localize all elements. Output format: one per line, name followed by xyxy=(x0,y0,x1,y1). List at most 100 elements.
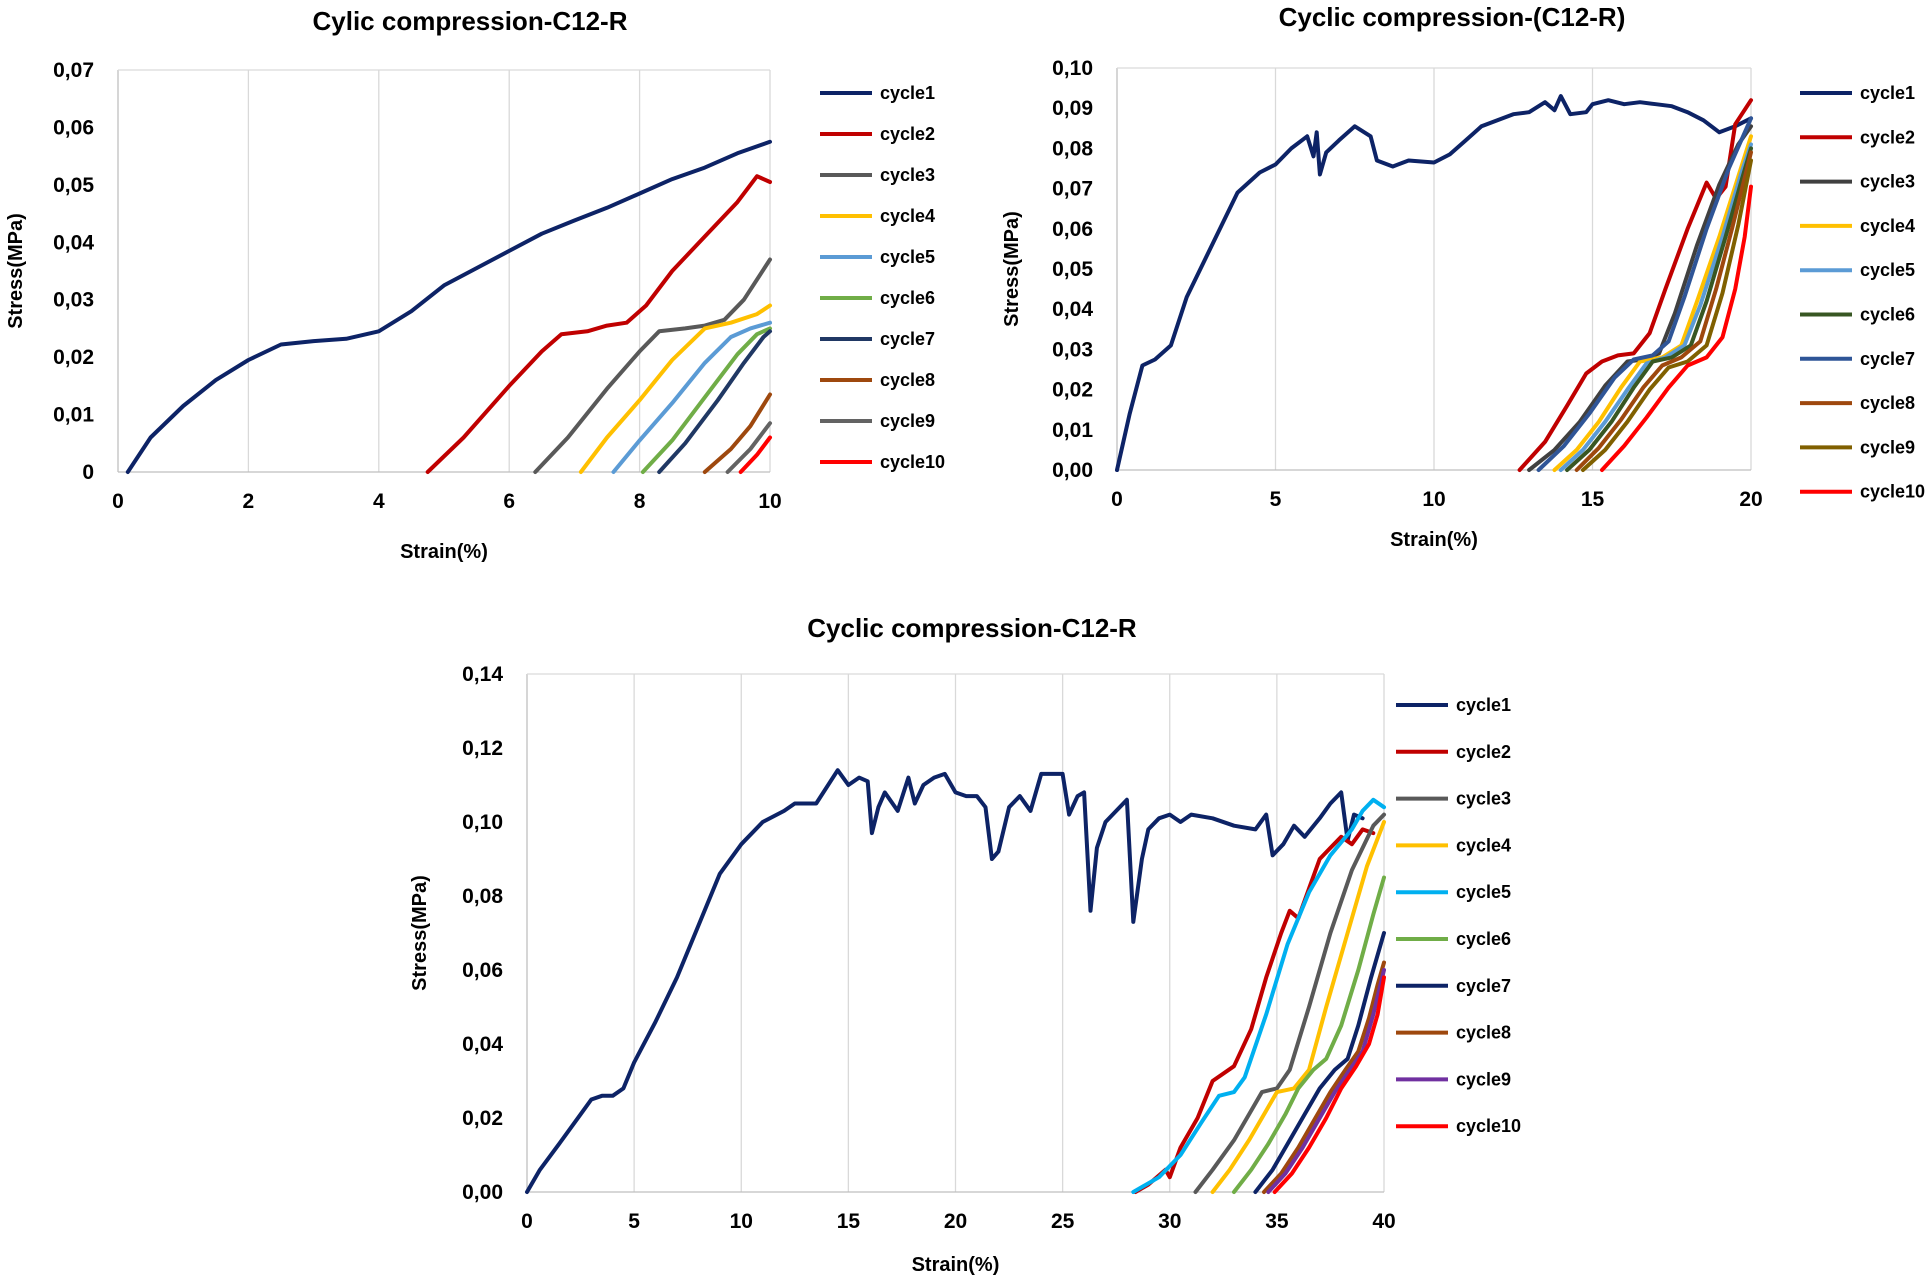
legend-label: cycle1 xyxy=(880,83,935,103)
x-tick-label: 10 xyxy=(758,490,781,513)
legend-item-cycle6: cycle6 xyxy=(1396,929,1511,949)
x-tick-label: 15 xyxy=(837,1210,861,1233)
series-line-cycle1 xyxy=(525,768,1365,1194)
y-tick-label: 0,00 xyxy=(1052,459,1093,482)
y-tick-label: 0,06 xyxy=(53,116,94,139)
x-tick-label: 40 xyxy=(1372,1210,1395,1233)
x-tick-label: 15 xyxy=(1581,488,1605,511)
series-line-cycle8 xyxy=(702,392,772,474)
legend-label: cycle4 xyxy=(1860,216,1915,236)
y-tick-label: 0,09 xyxy=(1052,97,1093,120)
legend-item-cycle10: cycle10 xyxy=(1800,482,1925,502)
x-tick-label: 20 xyxy=(944,1210,967,1233)
y-tick-label: 0,04 xyxy=(53,231,94,254)
legend-label: cycle1 xyxy=(1860,83,1915,103)
y-tick-label: 0,08 xyxy=(1052,137,1093,160)
y-tick-label: 0,08 xyxy=(462,885,503,908)
chart-title: Cylic compression-C12-R xyxy=(313,6,628,36)
series-line-cycle4 xyxy=(578,303,772,474)
legend-label: cycle6 xyxy=(880,288,935,308)
x-axis-label: Strain(%) xyxy=(912,1254,1000,1276)
series-line-cycle8 xyxy=(1574,150,1753,472)
legend-item-cycle2: cycle2 xyxy=(820,124,935,144)
y-tick-label: 0,10 xyxy=(1052,57,1093,80)
legend-item-cycle9: cycle9 xyxy=(820,411,935,431)
legend-label: cycle5 xyxy=(880,247,935,267)
legend-item-cycle10: cycle10 xyxy=(820,452,945,472)
y-tick-label: 0,05 xyxy=(1052,258,1093,281)
legend-label: cycle5 xyxy=(1456,882,1511,902)
legend-label: cycle9 xyxy=(880,411,935,431)
series-line-cycle10 xyxy=(1600,184,1753,472)
legend-item-cycle5: cycle5 xyxy=(1396,882,1511,902)
series-line-cycle1 xyxy=(1115,94,1753,472)
y-tick-label: 0,02 xyxy=(1052,379,1093,402)
series-line-cycle3 xyxy=(1527,124,1753,472)
x-tick-label: 6 xyxy=(503,490,515,513)
y-axis-label: Stress(MPa) xyxy=(1001,211,1023,327)
chart-1: Cylic compression-C12-R 0 2 4 6 8 10 0 0,01 0,02 0… xyxy=(5,6,945,563)
x-tick-label: 10 xyxy=(730,1210,753,1233)
series-line-cycle2 xyxy=(425,174,772,474)
y-tick-label: 0,03 xyxy=(1052,338,1093,361)
legend-label: cycle3 xyxy=(1860,172,1915,192)
series-line-cycle5 xyxy=(1131,797,1386,1194)
series-line-cycle9 xyxy=(725,421,772,474)
series-line-cycle10 xyxy=(738,435,772,474)
y-axis-label: Stress(MPa) xyxy=(5,213,27,329)
y-tick-label: 0,02 xyxy=(462,1107,503,1130)
y-tick-label: 0,01 xyxy=(1052,419,1093,442)
x-tick-label: 8 xyxy=(634,490,646,513)
series-line-cycle10 xyxy=(1272,975,1386,1194)
legend-item-cycle8: cycle8 xyxy=(1396,1023,1511,1043)
chart-3: Cyclic compression-C12-R 0 5 10 15 20 25 30 35 40… xyxy=(409,613,1521,1276)
x-tick-label: 2 xyxy=(243,490,255,513)
legend-item-cycle5: cycle5 xyxy=(1800,260,1915,280)
legend-label: cycle10 xyxy=(880,452,945,472)
legend-label: cycle8 xyxy=(880,370,935,390)
legend-label: cycle4 xyxy=(880,206,935,226)
legend-item-cycle2: cycle2 xyxy=(1800,127,1915,147)
legend-label: cycle8 xyxy=(1456,1023,1511,1043)
legend-item-cycle1: cycle1 xyxy=(1396,695,1511,715)
y-tick-label: 0,06 xyxy=(1052,218,1093,241)
series-line-cycle8 xyxy=(1262,960,1386,1194)
legend-label: cycle5 xyxy=(1860,260,1915,280)
legend-item-cycle7: cycle7 xyxy=(820,329,935,349)
y-tick-label: 0,10 xyxy=(462,811,503,834)
chart-title: Cyclic compression-C12-R xyxy=(807,613,1137,643)
chart-2: Cyclic compression-(C12-R) 0 5 10 15 20 0,00 0,… xyxy=(1001,2,1925,551)
y-tick-label: 0,05 xyxy=(53,174,94,197)
legend-item-cycle1: cycle1 xyxy=(820,83,935,103)
y-tick-label: 0,00 xyxy=(462,1181,503,1204)
legend-label: cycle10 xyxy=(1860,482,1925,502)
x-tick-label: 20 xyxy=(1739,488,1762,511)
legend-item-cycle3: cycle3 xyxy=(1800,172,1915,192)
legend-item-cycle2: cycle2 xyxy=(1396,742,1511,762)
y-tick-label: 0,04 xyxy=(1052,298,1093,321)
legend-label: cycle1 xyxy=(1456,695,1511,715)
x-tick-label: 5 xyxy=(1270,488,1282,511)
legend-item-cycle1: cycle1 xyxy=(1800,83,1915,103)
series-line-cycle9 xyxy=(1581,158,1753,472)
legend-label: cycle10 xyxy=(1456,1116,1521,1136)
x-tick-label: 30 xyxy=(1158,1210,1181,1233)
legend-item-cycle6: cycle6 xyxy=(1800,305,1915,325)
legend-label: cycle3 xyxy=(1456,789,1511,809)
legend-label: cycle8 xyxy=(1860,393,1915,413)
legend-label: cycle7 xyxy=(1456,976,1511,996)
legend-label: cycle7 xyxy=(880,329,935,349)
x-axis-label: Strain(%) xyxy=(400,541,488,563)
y-tick-label: 0,04 xyxy=(462,1033,503,1056)
legend-label: cycle7 xyxy=(1860,349,1915,369)
legend-label: cycle2 xyxy=(880,124,935,144)
y-tick-label: 0,03 xyxy=(53,289,94,312)
legend-label: cycle9 xyxy=(1860,437,1915,457)
legend-item-cycle8: cycle8 xyxy=(820,370,935,390)
legend-item-cycle4: cycle4 xyxy=(1396,835,1511,855)
series-line-cycle6 xyxy=(1232,875,1386,1194)
y-tick-label: 0,06 xyxy=(462,959,503,982)
series-line-cycle7 xyxy=(1536,116,1753,472)
legend-label: cycle2 xyxy=(1456,742,1511,762)
